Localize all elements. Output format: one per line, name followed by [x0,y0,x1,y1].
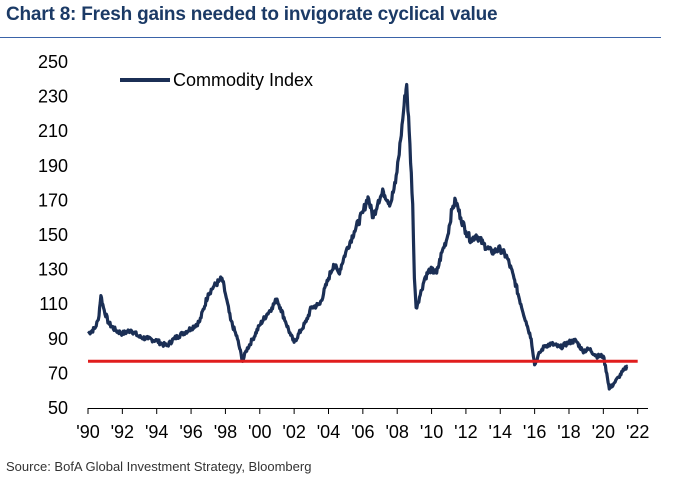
x-tick-label: '90 [76,422,99,442]
x-tick-label: '20 [592,422,615,442]
x-tick-label: '18 [557,422,580,442]
series-line-commodity-index [87,82,629,391]
x-tick-label: '06 [351,422,374,442]
y-tick-label: 230 [38,87,68,107]
y-tick-label: 210 [38,121,68,141]
y-tick-label: 90 [48,329,68,349]
x-tick-label: '92 [111,422,134,442]
x-tick-label: '02 [282,422,305,442]
x-tick-label: '14 [489,422,512,442]
x-tick-label: '10 [420,422,443,442]
x-tick-label: '00 [248,422,271,442]
y-axis-ticks: 50 70 90 110 130 150 170 190 210 230 250 [38,52,68,418]
y-tick-label: 130 [38,260,68,280]
y-tick-label: 190 [38,156,68,176]
y-tick-label: 250 [38,52,68,72]
y-tick-label: 170 [38,190,68,210]
legend: Commodity Index [120,70,313,90]
title-underline [0,37,661,38]
x-tick-label: '12 [454,422,477,442]
x-axis-ticks: '90 '92 '94 '96 '98 '00 '02 '04 '06 '08 '10 '12 '14 '… [76,408,649,442]
x-tick-label: '94 [145,422,168,442]
x-tick-label: '98 [214,422,237,442]
y-tick-label: 50 [48,398,68,418]
x-tick-label: '08 [385,422,408,442]
chart-title: Chart 8: Fresh gains needed to invigorat… [6,4,498,25]
y-tick-label: 70 [48,363,68,383]
legend-label: Commodity Index [173,70,313,90]
y-tick-label: 110 [39,294,68,314]
x-tick-label: '16 [523,422,546,442]
x-tick-label: '04 [317,422,340,442]
x-tick-label: '96 [179,422,202,442]
source-note: Source: BofA Global Investment Strategy,… [6,459,312,474]
x-tick-label: '22 [626,422,649,442]
y-tick-label: 150 [38,225,68,245]
